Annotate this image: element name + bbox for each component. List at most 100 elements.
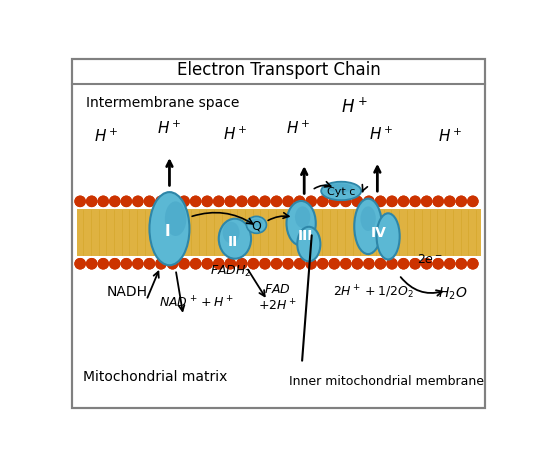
Text: III: III — [298, 230, 313, 243]
Circle shape — [144, 195, 155, 207]
Text: $H^+$: $H^+$ — [438, 128, 463, 145]
Circle shape — [467, 195, 479, 207]
Circle shape — [86, 195, 97, 207]
Circle shape — [409, 258, 421, 269]
Circle shape — [213, 258, 225, 269]
Circle shape — [340, 195, 351, 207]
Circle shape — [444, 195, 455, 207]
Circle shape — [455, 258, 467, 269]
Text: Q: Q — [251, 219, 262, 232]
Text: $H^+$: $H^+$ — [222, 125, 247, 143]
Circle shape — [455, 195, 467, 207]
Circle shape — [248, 195, 259, 207]
Circle shape — [121, 195, 132, 207]
Circle shape — [305, 258, 317, 269]
Circle shape — [351, 195, 363, 207]
Circle shape — [178, 195, 190, 207]
Circle shape — [363, 195, 375, 207]
Text: Inner mitochondrial membrane: Inner mitochondrial membrane — [289, 376, 484, 389]
Circle shape — [97, 258, 109, 269]
Circle shape — [259, 195, 271, 207]
Circle shape — [351, 258, 363, 269]
Circle shape — [121, 258, 132, 269]
Ellipse shape — [295, 207, 311, 228]
Text: $2e^-$: $2e^-$ — [417, 253, 443, 266]
Circle shape — [421, 195, 432, 207]
Text: NADH: NADH — [107, 285, 147, 299]
Circle shape — [109, 258, 121, 269]
Text: $H^+$: $H^+$ — [369, 125, 393, 143]
Bar — [77, 209, 480, 255]
Ellipse shape — [150, 192, 189, 265]
Circle shape — [329, 195, 340, 207]
Circle shape — [259, 258, 271, 269]
Text: II: II — [228, 235, 238, 249]
Circle shape — [375, 258, 386, 269]
Circle shape — [317, 195, 329, 207]
Circle shape — [444, 258, 455, 269]
Ellipse shape — [165, 201, 187, 236]
Circle shape — [467, 258, 479, 269]
Circle shape — [386, 195, 398, 207]
Circle shape — [213, 195, 225, 207]
Circle shape — [155, 258, 167, 269]
Circle shape — [225, 195, 236, 207]
Circle shape — [282, 258, 294, 269]
Circle shape — [282, 195, 294, 207]
Circle shape — [294, 258, 305, 269]
Circle shape — [294, 195, 305, 207]
Circle shape — [271, 258, 282, 269]
Circle shape — [386, 195, 398, 207]
Text: I: I — [164, 224, 170, 238]
Circle shape — [190, 195, 201, 207]
Ellipse shape — [361, 207, 376, 231]
Circle shape — [236, 258, 248, 269]
Circle shape — [398, 258, 409, 269]
Text: $H_2O$: $H_2O$ — [438, 285, 467, 302]
Circle shape — [86, 195, 97, 207]
Circle shape — [259, 195, 271, 207]
Circle shape — [109, 195, 121, 207]
Circle shape — [97, 195, 109, 207]
Text: $FADH_2$: $FADH_2$ — [211, 263, 252, 279]
Text: $H^+$: $H^+$ — [341, 97, 368, 117]
Ellipse shape — [219, 219, 251, 259]
Ellipse shape — [321, 182, 361, 200]
Circle shape — [178, 258, 190, 269]
Circle shape — [398, 195, 409, 207]
Circle shape — [248, 258, 259, 269]
Circle shape — [213, 195, 225, 207]
Circle shape — [432, 195, 444, 207]
Circle shape — [190, 258, 201, 269]
Circle shape — [75, 258, 86, 269]
Ellipse shape — [297, 227, 320, 261]
Text: $H^+$: $H^+$ — [286, 120, 310, 137]
Circle shape — [155, 195, 167, 207]
Circle shape — [155, 258, 167, 269]
Ellipse shape — [354, 199, 382, 254]
Circle shape — [421, 258, 432, 269]
Circle shape — [317, 195, 329, 207]
Circle shape — [201, 195, 213, 207]
Circle shape — [375, 195, 386, 207]
Circle shape — [409, 195, 421, 207]
Circle shape — [167, 195, 178, 207]
Circle shape — [351, 258, 363, 269]
Circle shape — [432, 195, 444, 207]
Circle shape — [305, 195, 317, 207]
Ellipse shape — [287, 201, 316, 246]
Circle shape — [271, 195, 282, 207]
Circle shape — [432, 258, 444, 269]
Circle shape — [317, 258, 329, 269]
Circle shape — [109, 258, 121, 269]
Circle shape — [363, 195, 375, 207]
Circle shape — [144, 195, 155, 207]
Circle shape — [167, 195, 178, 207]
Circle shape — [132, 258, 144, 269]
Circle shape — [467, 195, 479, 207]
Text: Intermembrane space: Intermembrane space — [86, 96, 240, 110]
Circle shape — [375, 258, 386, 269]
Circle shape — [236, 258, 248, 269]
Circle shape — [432, 258, 444, 269]
Text: $FAD$
$+2H^+$: $FAD$ $+2H^+$ — [258, 283, 296, 313]
